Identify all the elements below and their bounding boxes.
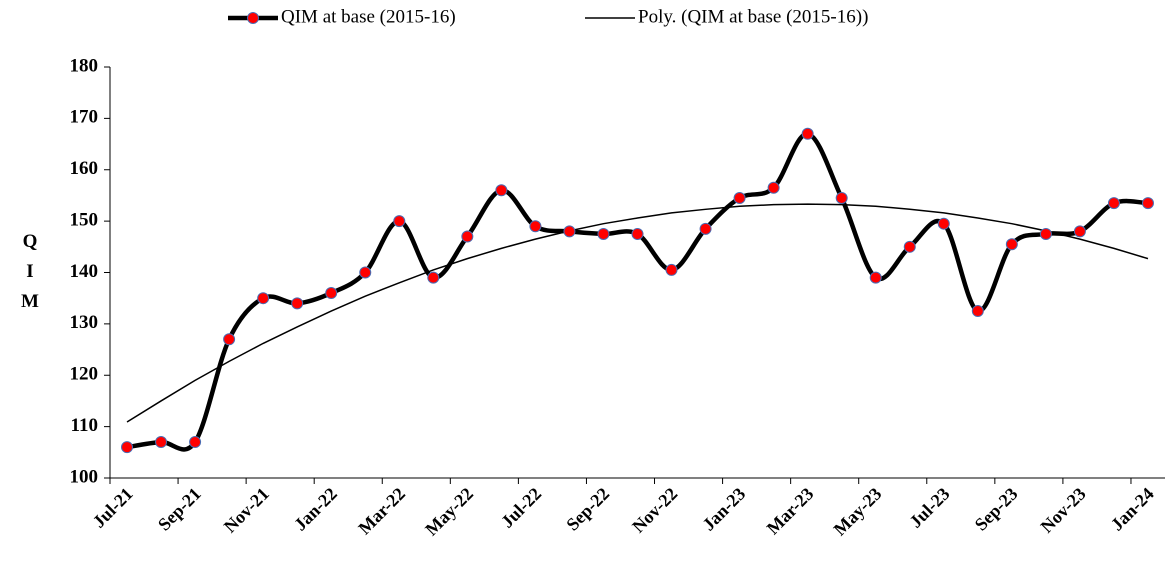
data-point	[699, 222, 712, 235]
data-point	[155, 436, 168, 449]
x-tick-label: Jan-22	[290, 484, 341, 535]
data-point	[937, 217, 950, 230]
x-tick-label: Jul-22	[497, 484, 545, 532]
x-tick-label: Nov-23	[1037, 484, 1090, 537]
x-tick-label: Nov-22	[628, 484, 681, 537]
data-point	[733, 192, 746, 205]
x-tick-label: Jul-21	[89, 484, 137, 532]
data-point	[563, 225, 576, 238]
legend-label: QIM at base (2015-16)	[281, 6, 456, 27]
x-tick-label: Mar-23	[763, 484, 818, 539]
x-tick-label: Jul-23	[905, 484, 953, 532]
data-point	[121, 441, 134, 454]
data-point	[495, 184, 508, 197]
data-point	[223, 333, 236, 346]
data-point	[631, 227, 644, 240]
x-tick-label: Jan-23	[698, 484, 749, 535]
data-point	[1141, 197, 1154, 210]
data-point	[767, 181, 780, 194]
data-point	[903, 240, 916, 253]
x-tick-label: Jan-24	[1107, 484, 1158, 535]
data-point	[1005, 238, 1018, 251]
data-point	[665, 263, 678, 276]
x-tick-label: May-22	[421, 484, 477, 540]
data-point	[801, 127, 814, 140]
y-tick-label: 120	[70, 364, 99, 385]
data-point	[529, 220, 542, 233]
data-point	[189, 436, 202, 449]
data-point	[835, 192, 848, 205]
x-tick-label: Sep-22	[562, 484, 613, 535]
y-tick-label: 140	[70, 261, 99, 282]
data-point	[597, 227, 610, 240]
x-tick-label: Nov-21	[220, 484, 273, 537]
data-point	[1107, 197, 1120, 210]
y-tick-label: 160	[70, 158, 99, 179]
data-point	[869, 271, 882, 284]
data-point	[1039, 227, 1052, 240]
x-tick-label: May-23	[830, 484, 886, 540]
data-point	[1073, 225, 1086, 238]
legend-label: Poly. (QIM at base (2015-16))	[638, 6, 868, 27]
x-tick-label: Sep-21	[154, 484, 205, 535]
data-point	[427, 271, 440, 284]
data-line	[126, 131, 1149, 452]
x-tick-label: Sep-23	[971, 484, 1022, 535]
data-point	[325, 287, 338, 300]
data-point	[971, 305, 984, 318]
y-tick-label: 150	[70, 209, 99, 230]
data-point	[359, 266, 372, 279]
y-tick-label: 180	[70, 55, 99, 76]
data-point	[461, 230, 474, 243]
legend-marker	[247, 12, 259, 24]
trend-line	[126, 203, 1149, 423]
y-tick-label: 170	[70, 107, 99, 128]
y-tick-label: 110	[71, 415, 98, 436]
data-point	[257, 292, 270, 305]
x-tick-label: Mar-22	[354, 484, 409, 539]
y-tick-label: 130	[70, 312, 99, 333]
y-tick-label: 100	[70, 466, 99, 487]
data-point	[393, 215, 406, 228]
data-point	[291, 297, 304, 310]
